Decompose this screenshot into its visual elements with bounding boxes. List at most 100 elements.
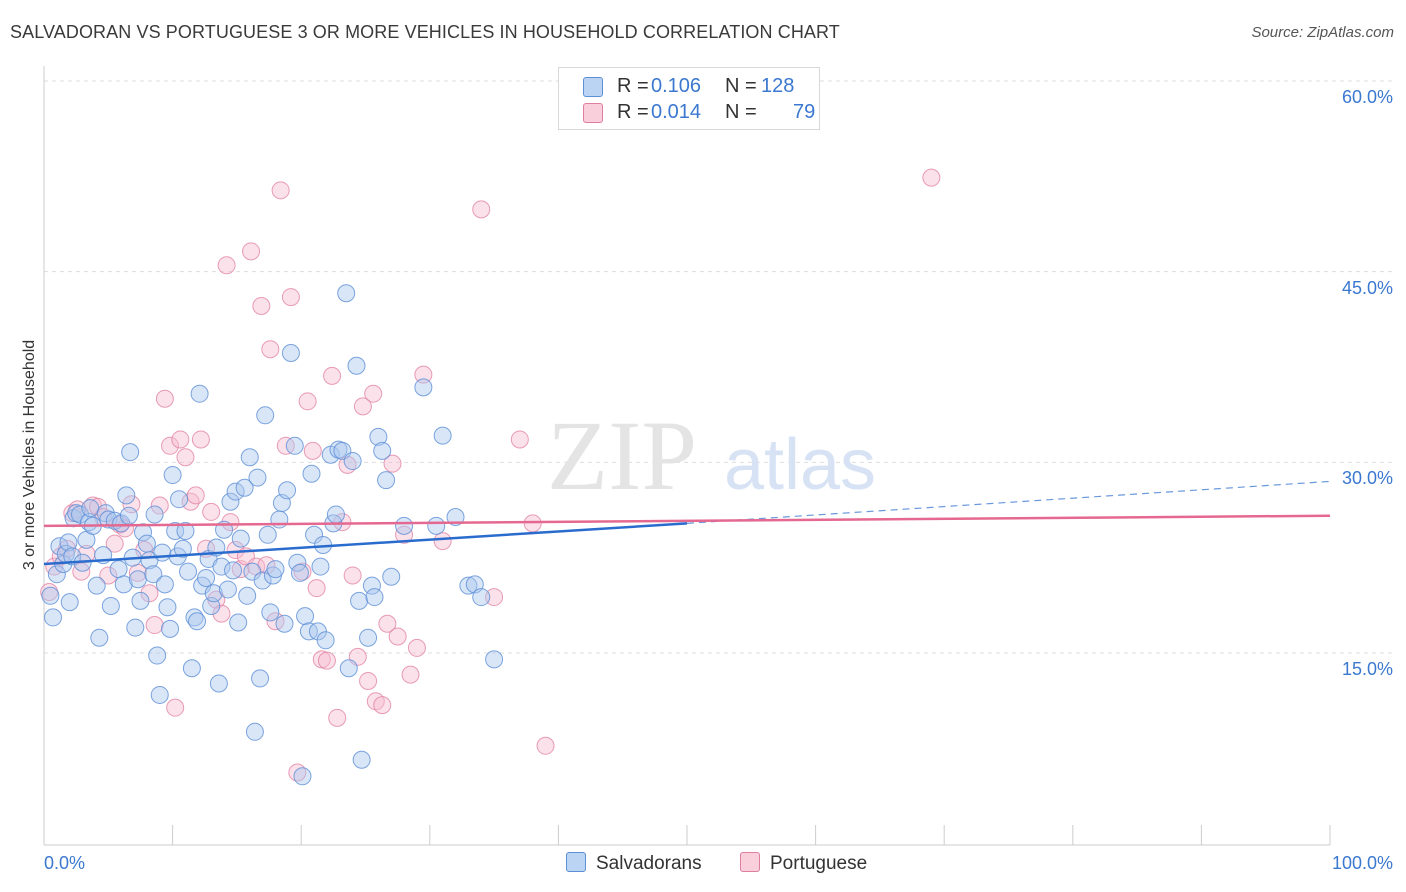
bottom-legend-salvadorans: Salvadorans bbox=[566, 852, 702, 875]
data-point-salvadorans bbox=[288, 553, 307, 572]
data-point-salvadorans bbox=[365, 588, 384, 607]
gridlines bbox=[44, 80, 1392, 654]
axes bbox=[43, 66, 1331, 846]
data-point-salvadorans bbox=[243, 562, 262, 581]
data-point-salvadorans bbox=[256, 406, 275, 425]
data-point-portuguese bbox=[122, 495, 141, 514]
data-point-salvadorans bbox=[339, 659, 358, 678]
series-salvadorans bbox=[41, 284, 504, 786]
data-point-salvadorans bbox=[290, 563, 309, 582]
y-tick-label: 60.0% bbox=[1341, 87, 1393, 107]
data-point-salvadorans bbox=[337, 284, 356, 303]
legend-r-value: 0.106 bbox=[651, 75, 702, 97]
data-point-portuguese bbox=[242, 242, 261, 261]
data-point-portuguese bbox=[271, 181, 290, 200]
data-point-salvadorans bbox=[245, 722, 264, 741]
data-point-salvadorans bbox=[197, 569, 216, 588]
data-point-salvadorans bbox=[362, 576, 381, 595]
data-point-salvadorans bbox=[134, 523, 153, 542]
data-point-salvadorans bbox=[296, 607, 315, 626]
data-point-salvadorans bbox=[128, 570, 147, 589]
data-point-portuguese bbox=[485, 588, 504, 607]
data-point-salvadorans bbox=[281, 344, 300, 363]
data-point-portuguese bbox=[378, 614, 397, 633]
legend-r-label: R = bbox=[617, 75, 649, 97]
data-point-salvadorans bbox=[153, 543, 172, 562]
data-point-salvadorans bbox=[144, 565, 163, 584]
data-point-portuguese bbox=[186, 486, 205, 505]
data-point-portuguese bbox=[150, 496, 169, 515]
trend-salvadorans bbox=[43, 522, 688, 566]
data-point-salvadorans bbox=[472, 588, 491, 607]
data-point-portuguese bbox=[343, 566, 362, 585]
y-tick-label: 45.0% bbox=[1341, 277, 1393, 298]
data-point-salvadorans bbox=[158, 598, 177, 617]
data-point-portuguese bbox=[105, 534, 124, 553]
data-point-salvadorans bbox=[166, 521, 185, 540]
data-point-portuguese bbox=[176, 448, 195, 467]
data-point-portuguese bbox=[161, 436, 180, 455]
legend-n-value: 79 bbox=[793, 101, 816, 123]
data-point-portuguese bbox=[433, 532, 452, 551]
data-point-salvadorans bbox=[343, 452, 362, 471]
data-point-salvadorans bbox=[251, 669, 270, 688]
data-point-portuguese bbox=[155, 389, 174, 408]
data-point-salvadorans bbox=[63, 547, 82, 566]
data-point-salvadorans bbox=[117, 486, 136, 505]
data-point-salvadorans bbox=[316, 631, 335, 650]
data-point-portuguese bbox=[99, 566, 118, 585]
data-point-salvadorans bbox=[305, 525, 324, 544]
data-point-portuguese bbox=[171, 430, 190, 449]
data-point-salvadorans bbox=[173, 539, 192, 558]
data-point-salvadorans bbox=[60, 593, 79, 612]
legend-n-label: N = bbox=[725, 75, 757, 97]
data-point-salvadorans bbox=[299, 622, 318, 641]
data-point-portuguese bbox=[226, 541, 245, 560]
data-point-salvadorans bbox=[41, 586, 60, 605]
data-point-salvadorans bbox=[293, 767, 312, 786]
legend-swatch-salvadorans bbox=[583, 77, 603, 97]
data-point-salvadorans bbox=[218, 580, 237, 599]
data-point-salvadorans bbox=[238, 586, 257, 605]
data-point-salvadorans bbox=[47, 565, 66, 584]
data-point-salvadorans bbox=[90, 628, 109, 647]
data-point-portuguese bbox=[328, 708, 347, 727]
data-point-salvadorans bbox=[377, 471, 396, 490]
data-point-portuguese bbox=[317, 651, 336, 670]
data-point-salvadorans bbox=[359, 628, 378, 647]
data-point-salvadorans bbox=[258, 525, 277, 544]
data-point-portuguese bbox=[373, 696, 392, 715]
data-point-portuguese bbox=[359, 671, 378, 690]
data-point-portuguese bbox=[202, 502, 221, 521]
data-point-salvadorans bbox=[148, 646, 167, 665]
data-point-portuguese bbox=[523, 514, 542, 533]
data-point-salvadorans bbox=[266, 560, 285, 579]
data-point-portuguese bbox=[536, 736, 555, 755]
data-point-portuguese bbox=[307, 579, 326, 598]
bottom-legend-label-salvadorans: Salvadorans bbox=[596, 853, 702, 874]
data-point-salvadorans bbox=[433, 426, 452, 445]
data-point-portuguese bbox=[383, 454, 402, 473]
data-point-salvadorans bbox=[382, 567, 401, 586]
data-point-salvadorans bbox=[59, 533, 78, 552]
data-point-salvadorans bbox=[302, 464, 321, 483]
y-tick-label: 30.0% bbox=[1341, 468, 1393, 489]
data-point-salvadorans bbox=[248, 468, 267, 487]
data-point-salvadorans bbox=[121, 443, 140, 462]
data-point-salvadorans bbox=[112, 514, 131, 533]
data-point-salvadorans bbox=[182, 659, 201, 678]
data-point-portuguese bbox=[298, 392, 317, 411]
data-point-salvadorans bbox=[109, 560, 128, 579]
data-point-salvadorans bbox=[131, 591, 150, 610]
data-point-salvadorans bbox=[50, 537, 69, 556]
data-point-portuguese bbox=[323, 366, 342, 385]
data-point-portuguese bbox=[145, 616, 164, 635]
data-point-salvadorans bbox=[311, 557, 330, 576]
y-tick-label: 15.0% bbox=[1341, 659, 1393, 679]
data-point-salvadorans bbox=[278, 481, 297, 500]
data-point-salvadorans bbox=[285, 436, 304, 455]
data-point-salvadorans bbox=[226, 482, 245, 501]
data-point-salvadorans bbox=[71, 505, 90, 524]
data-point-salvadorans bbox=[373, 441, 392, 460]
data-point-salvadorans bbox=[44, 608, 63, 627]
